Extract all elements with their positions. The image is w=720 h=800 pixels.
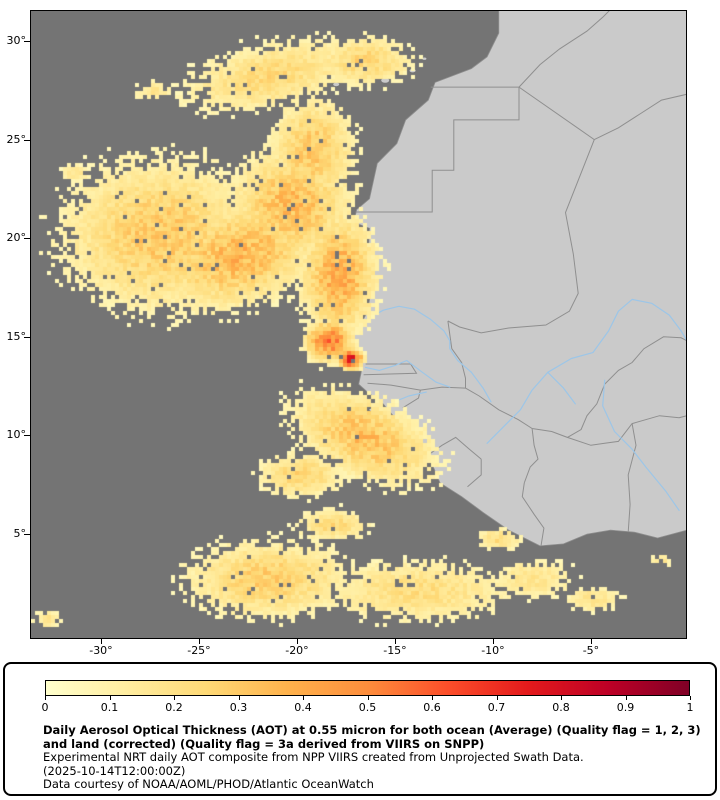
lon-tick-label: -10° [481,644,505,657]
lon-tick-label: -15° [383,644,407,657]
lon-tick-mark [296,639,298,644]
colorbar-tick-mark [174,696,175,700]
map-frame [30,10,687,639]
colorbar: 0 0.1 0.2 0.3 0.4 0.5 0.6 0.7 0.8 0.9 1 [42,680,694,714]
caption-block: Daily Aerosol Optical Thickness (AOT) at… [43,723,705,792]
lat-tick-mark [24,238,31,240]
lat-tick-label: 5° [13,527,27,541]
colorbar-tick-mark [561,696,562,700]
colorbar-tick-label: 0.4 [294,701,312,714]
lon-tick-label: -5° [582,644,600,657]
lon-tick-mark [100,639,102,644]
caption-credit: Data courtesy of NOAA/AOML/PHOD/Atlantic… [43,777,374,791]
lon-tick-label: -20° [285,644,309,657]
colorbar-tick-mark [303,696,304,700]
lat-tick-mark [24,40,31,42]
colorbar-tick-label: 0.5 [358,701,377,714]
colorbar-tick-label: 0.8 [552,701,570,714]
colorbar-tick-label: 0.9 [616,701,635,714]
lat-tick-label: 15° [6,329,27,343]
colorbar-tick-mark [238,696,240,700]
colorbar-tick-label: 0.3 [229,701,248,714]
colorbar-tick-label: 0.6 [423,701,441,714]
caption-timestamp: (2025-10-14T12:00:00Z) [43,763,186,778]
map-plot: 30° 25° 20° 15° 10° 5° -30° -25° -20° -15° -10° -5° [6,10,687,657]
colorbar-tick-label: 0.7 [487,701,506,714]
lon-tick-mark [590,639,592,644]
colorbar-tick-mark [367,696,369,700]
colorbar-tick-label: 0.1 [100,701,119,714]
lon-tick-mark [198,639,200,644]
colorbar-tick-mark [45,696,46,700]
lon-tick-label: -25° [187,644,211,657]
lat-tick-mark [24,139,31,141]
lat-tick-label: 30° [6,33,27,47]
lat-tick-mark [24,435,31,437]
lat-tick-mark [24,336,31,338]
colorbar-tick-label: 1 [686,701,694,714]
legend-panel: 0 0.1 0.2 0.3 0.4 0.5 0.6 0.7 0.8 0.9 1 Daily Aero… [3,662,717,796]
lon-tick-mark [492,639,494,644]
aerosol-data-layer [31,11,686,638]
colorbar-gradient [45,680,690,696]
lat-tick-mark [24,534,31,536]
colorbar-tick-mark [690,696,691,700]
colorbar-tick-mark [496,696,498,700]
caption-title: Daily Aerosol Optical Thickness (AOT) at… [43,723,701,751]
lat-tick-label: 10° [6,428,27,442]
colorbar-tick-mark [432,696,433,700]
colorbar-tick-label: 0.2 [165,701,183,714]
lat-tick-label: 25° [6,132,27,146]
lon-tick-label: -30° [89,644,113,657]
caption-description: Experimental NRT daily AOT composite fro… [43,750,584,764]
colorbar-tick-mark [625,696,627,700]
lat-tick-label: 20° [6,231,27,245]
colorbar-tick-mark [109,696,111,700]
lon-tick-mark [394,639,396,644]
colorbar-tick-label: 0 [41,701,49,714]
